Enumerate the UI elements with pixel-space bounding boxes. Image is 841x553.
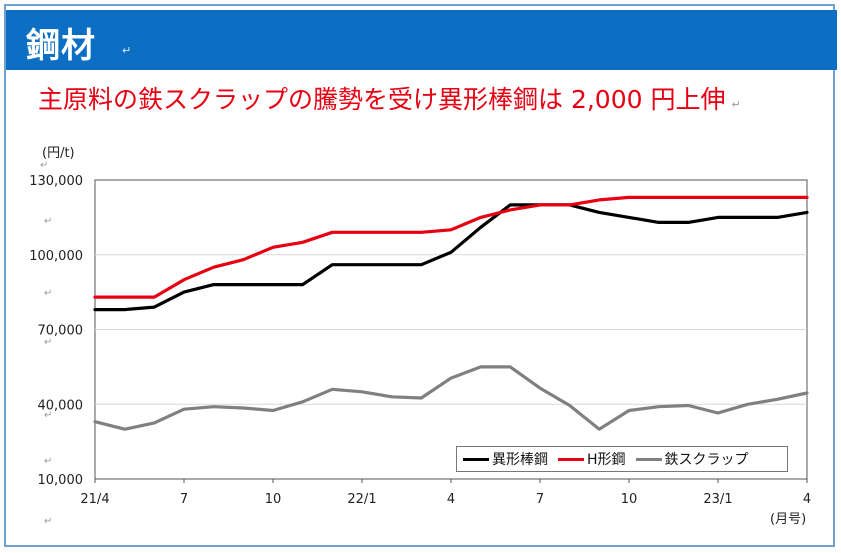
x-tick-label: 4 [447, 492, 455, 507]
series-line [93, 203, 809, 312]
return-mark: ↵ [40, 160, 49, 171]
return-mark: ↵ [44, 288, 53, 299]
x-tick-label: 7 [536, 492, 544, 507]
y-tick-label: 10,000 [38, 473, 84, 488]
section-title: 鋼材 [26, 26, 96, 66]
return-mark: ↵ [44, 216, 53, 227]
x-tick-labels: 21/4 7 10 22/1 4 7 10 23/1 4 [80, 492, 811, 507]
y-tick-label: 100,000 [29, 249, 83, 264]
return-mark: ↵ [44, 410, 53, 421]
series-line [93, 195, 809, 299]
legend-item: H形鋼 [558, 449, 626, 469]
legend-swatch [558, 457, 584, 461]
x-tick-label: 10 [621, 492, 638, 507]
legend-label: 異形棒鋼 [492, 452, 548, 468]
legend-swatch [463, 457, 489, 461]
section-header: 鋼材 ↵ [6, 10, 837, 70]
return-mark: ↵ [44, 337, 53, 348]
legend-label: H形鋼 [587, 452, 626, 468]
series-lines [93, 195, 809, 431]
return-mark: ↵ [44, 456, 53, 467]
y-tick-label: 40,000 [38, 398, 84, 413]
return-mark: ↵ [122, 44, 132, 57]
x-tick-label: 10 [265, 492, 282, 507]
x-tick-label: 22/1 [347, 492, 376, 507]
legend-item: 鉄スクラップ [635, 449, 749, 469]
x-tick-label: 23/1 [703, 492, 732, 507]
legend-label: 鉄スクラップ [664, 452, 749, 468]
legend-item: 異形棒鋼 [463, 449, 548, 469]
x-axis-unit: (月号) [770, 512, 807, 527]
return-mark: ↵ [44, 516, 53, 527]
grid-lines [94, 179, 808, 483]
return-mark: ↵ [731, 98, 741, 111]
y-tick-labels: 130,000 100,000 70,000 40,000 10,000 [29, 174, 83, 488]
subtitle-text: 主原料の鉄スクラップの騰勢を受け異形棒鋼は 2,000 円上伸 [38, 85, 726, 114]
series-line [93, 365, 809, 431]
chart-subtitle: 主原料の鉄スクラップの騰勢を受け異形棒鋼は 2,000 円上伸 ↵ [38, 80, 741, 116]
chart-legend: 異形棒鋼 H形鋼 鉄スクラップ [456, 446, 788, 472]
x-tick-label: 21/4 [80, 492, 109, 507]
y-axis-unit: (円/t) [42, 146, 75, 161]
y-tick-label: 130,000 [29, 174, 83, 189]
y-tick-label: 70,000 [38, 324, 84, 339]
x-tick-label: 4 [803, 492, 811, 507]
legend-swatch [635, 457, 662, 461]
x-tick-label: 7 [180, 492, 188, 507]
